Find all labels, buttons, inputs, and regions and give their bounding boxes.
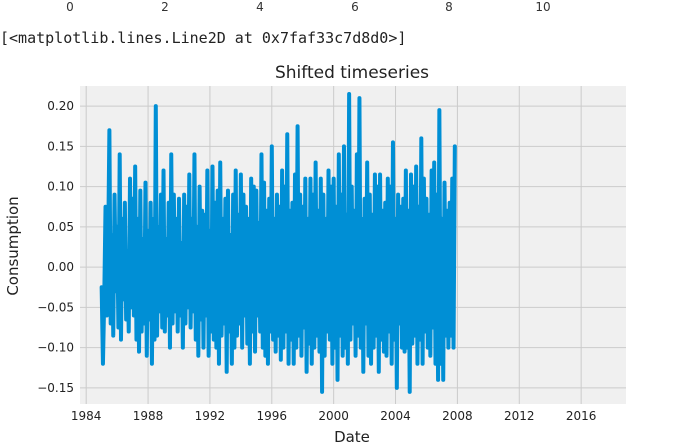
x-tick-label: 1992 [195,409,226,423]
x-tick-label: 2016 [566,409,597,423]
chart-title: Shifted timeseries [275,63,429,83]
x-tick-label: 1996 [257,409,288,423]
y-axis-label: Consumption [4,196,22,295]
y-tick-label: 0.15 [47,139,74,153]
consumption-series-line [99,92,457,394]
y-tick-label: −0.05 [37,300,74,314]
previous-plot-tick: 4 [256,0,264,14]
y-tick-label: −0.15 [37,381,74,395]
x-axis-label: Date [334,428,370,446]
previous-plot-tick: 2 [161,0,169,14]
y-tick-label: 0.00 [47,260,74,274]
previous-plot-tick: 10 [535,0,551,14]
y-tick-label: −0.10 [37,341,74,355]
y-tick-label: 0.05 [47,220,74,234]
previous-plot-tick: 8 [445,0,453,14]
y-tick-label: 0.10 [47,180,74,194]
y-tick-label: 0.20 [47,99,74,113]
y-axis-ticks: 0.20 0.15 0.10 0.05 0.00 −0.05 −0.10 −0.15 [37,99,74,395]
x-tick-label: 2008 [442,409,473,423]
previous-plot-tick: 0 [66,0,74,14]
x-tick-label: 1984 [71,409,102,423]
x-tick-label: 2004 [380,409,411,423]
x-tick-label: 1988 [133,409,164,423]
x-tick-label: 2012 [504,409,535,423]
cell-output-repr: [<matplotlib.lines.Line2D at 0x7faf33c7d… [0,29,407,47]
previous-plot-x-axis: 0 2 4 6 8 10 [0,0,694,20]
x-axis-ticks: 1984 1988 1992 1996 2000 2004 2008 2012 2016 [71,409,597,423]
x-tick-label: 2000 [318,409,349,423]
previous-plot-tick: 6 [351,0,359,14]
